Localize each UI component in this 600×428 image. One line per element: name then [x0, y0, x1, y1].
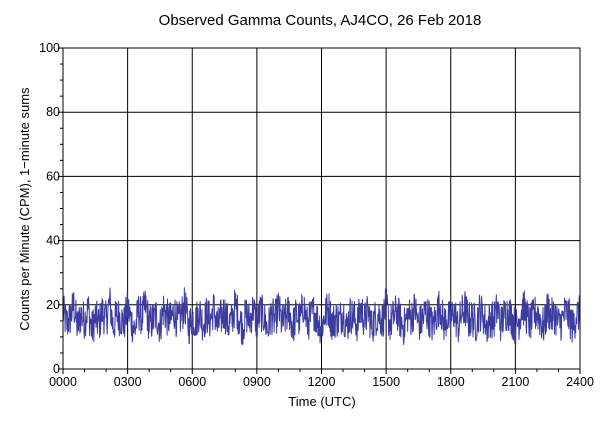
y-tick-label: 20	[46, 298, 60, 312]
y-axis-ticks: 0 20 40 60 80 100	[39, 41, 63, 376]
y-tick-label: 0	[53, 362, 60, 376]
x-axis-label: Time (UTC)	[288, 394, 355, 409]
y-tick-label: 80	[46, 105, 60, 119]
x-tick-label: 0300	[114, 375, 142, 389]
x-tick-label: 2100	[501, 375, 529, 389]
x-tick-label: 1500	[372, 375, 400, 389]
x-tick-label: 2400	[566, 375, 594, 389]
x-tick-label: 0900	[243, 375, 271, 389]
x-tick-label: 1800	[437, 375, 465, 389]
x-tick-label: 0600	[178, 375, 206, 389]
grid-lines	[63, 48, 580, 369]
y-tick-label: 100	[39, 41, 60, 55]
y-axis-label: Counts per Minute (CPM), 1−minute sums	[17, 87, 32, 331]
x-axis-ticks: 0000 0300 0600 0900 1200 1500 1800 2100 2400	[49, 369, 594, 389]
x-tick-label: 0000	[49, 375, 77, 389]
y-tick-label: 60	[46, 169, 60, 183]
chart-title: Observed Gamma Counts, AJ4CO, 26 Feb 201…	[159, 12, 482, 29]
series-line	[62, 286, 581, 346]
data-series	[62, 286, 581, 346]
y-tick-label: 40	[46, 234, 60, 248]
x-tick-label: 1200	[308, 375, 336, 389]
